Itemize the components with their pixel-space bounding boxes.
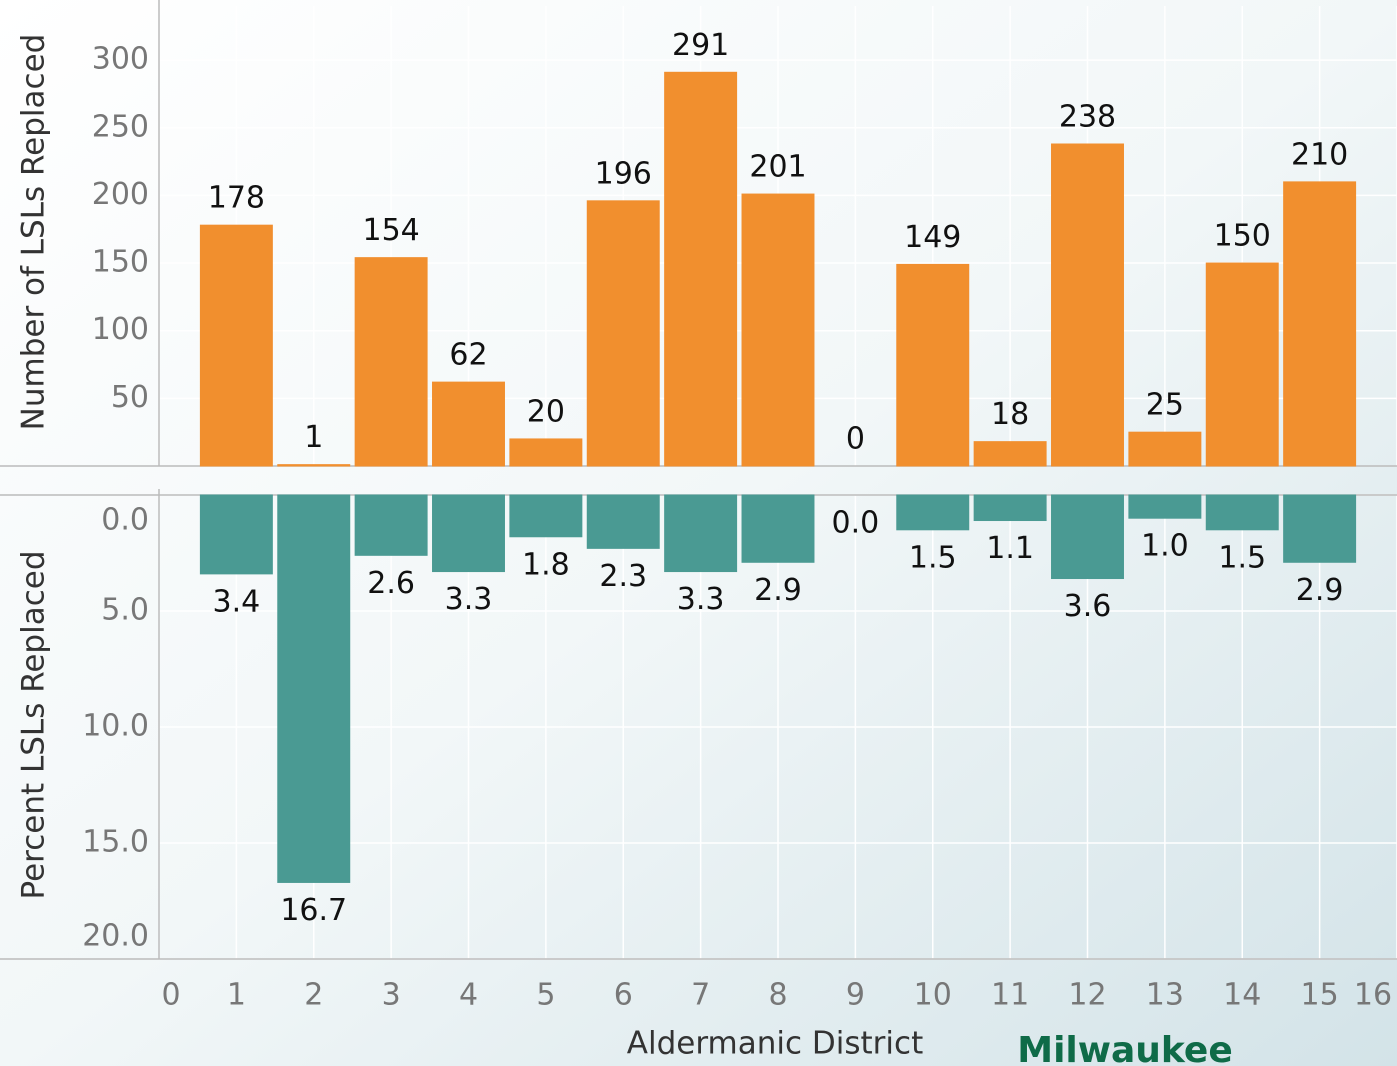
y-tick-label: 5.0	[101, 593, 149, 628]
x-tick-label: 4	[459, 978, 478, 1013]
x-tick-label: 10	[914, 978, 952, 1013]
data-label: 149	[904, 220, 961, 255]
x-tick-label: 0	[161, 978, 180, 1013]
logo: Milwaukee	[1017, 1030, 1233, 1066]
y-axis-title: Number of LSLs Replaced	[16, 34, 52, 431]
bar	[973, 494, 1047, 522]
x-tick-label: 9	[846, 978, 865, 1013]
data-label: 2.3	[599, 559, 647, 594]
data-label: 2.9	[754, 573, 802, 608]
bar	[1283, 181, 1357, 467]
x-tick-label: 1	[227, 978, 246, 1013]
bar	[199, 224, 273, 467]
data-label: 1.5	[909, 540, 957, 575]
bar	[586, 200, 660, 467]
data-label: 2.6	[367, 566, 415, 601]
x-axis-title: Aldermanic District	[627, 1026, 923, 1062]
bar	[354, 257, 428, 467]
data-label: 210	[1291, 137, 1348, 172]
bar	[432, 381, 505, 467]
bar	[509, 438, 583, 467]
y-tick-label: 150	[92, 245, 149, 280]
data-label: 1	[304, 420, 323, 455]
bar	[354, 494, 428, 556]
y-tick-label: 0.0	[101, 503, 149, 538]
data-label: 238	[1059, 100, 1116, 135]
bar	[1205, 262, 1279, 467]
data-label: 1.0	[1141, 529, 1189, 564]
bar	[1205, 494, 1279, 531]
bar	[664, 494, 738, 573]
bar	[199, 494, 273, 575]
x-tick-label: 3	[382, 978, 401, 1013]
data-label: 154	[362, 213, 419, 248]
data-label: 150	[1214, 219, 1271, 254]
x-tick-label: 8	[768, 978, 787, 1013]
y-tick-label: 200	[92, 177, 149, 212]
x-tick-label: 11	[991, 978, 1029, 1013]
bar	[509, 494, 583, 538]
data-label: 0.0	[832, 506, 880, 541]
data-label: 201	[749, 150, 806, 185]
x-tick-label: 2	[304, 978, 323, 1013]
x-tick-label: 6	[614, 978, 633, 1013]
y-axis-title: Percent LSLs Replaced	[16, 550, 52, 899]
data-label: 20	[527, 394, 565, 429]
bar	[896, 494, 970, 531]
bar	[1051, 494, 1124, 580]
x-tick-label: 14	[1223, 978, 1261, 1013]
data-label: 2.9	[1296, 573, 1344, 608]
x-tick-label: 12	[1068, 978, 1106, 1013]
bar	[1128, 494, 1202, 519]
y-tick-label: 50	[111, 380, 149, 415]
bar	[586, 494, 660, 549]
data-label: 178	[208, 181, 265, 216]
data-label: 25	[1146, 388, 1184, 423]
bar	[1051, 143, 1124, 467]
data-label: 3.3	[445, 582, 493, 617]
bar	[1283, 494, 1357, 563]
data-label: 3.4	[213, 584, 261, 619]
x-tick-label: 13	[1146, 978, 1184, 1013]
data-label: 3.3	[677, 582, 725, 617]
bar	[896, 263, 970, 467]
bar	[277, 494, 351, 883]
data-label: 1.5	[1218, 540, 1266, 575]
y-tick-label: 20.0	[82, 919, 149, 954]
bar	[277, 464, 351, 467]
bar	[973, 441, 1047, 467]
data-label: 16.7	[280, 893, 347, 928]
data-label: 1.8	[522, 547, 570, 582]
data-label: 291	[672, 28, 729, 63]
bar	[432, 494, 505, 573]
y-tick-label: 15.0	[82, 825, 149, 860]
bar	[1128, 431, 1202, 467]
bar	[664, 71, 738, 467]
data-label: 0	[846, 422, 865, 457]
y-tick-label: 250	[92, 109, 149, 144]
data-label: 1.1	[986, 531, 1034, 566]
x-tick-label: 5	[536, 978, 555, 1013]
x-tick-label: 15	[1301, 978, 1339, 1013]
y-tick-label: 300	[92, 42, 149, 77]
bar	[741, 193, 815, 467]
x-tick-label: 7	[691, 978, 710, 1013]
data-label: 18	[991, 397, 1029, 432]
data-label: 3.6	[1064, 589, 1112, 624]
y-tick-label: 10.0	[82, 709, 149, 744]
x-tick-label: 16	[1354, 978, 1392, 1013]
data-label: 196	[595, 156, 652, 191]
y-tick-label: 100	[92, 312, 149, 347]
bar	[741, 494, 815, 563]
data-label: 62	[449, 338, 487, 373]
